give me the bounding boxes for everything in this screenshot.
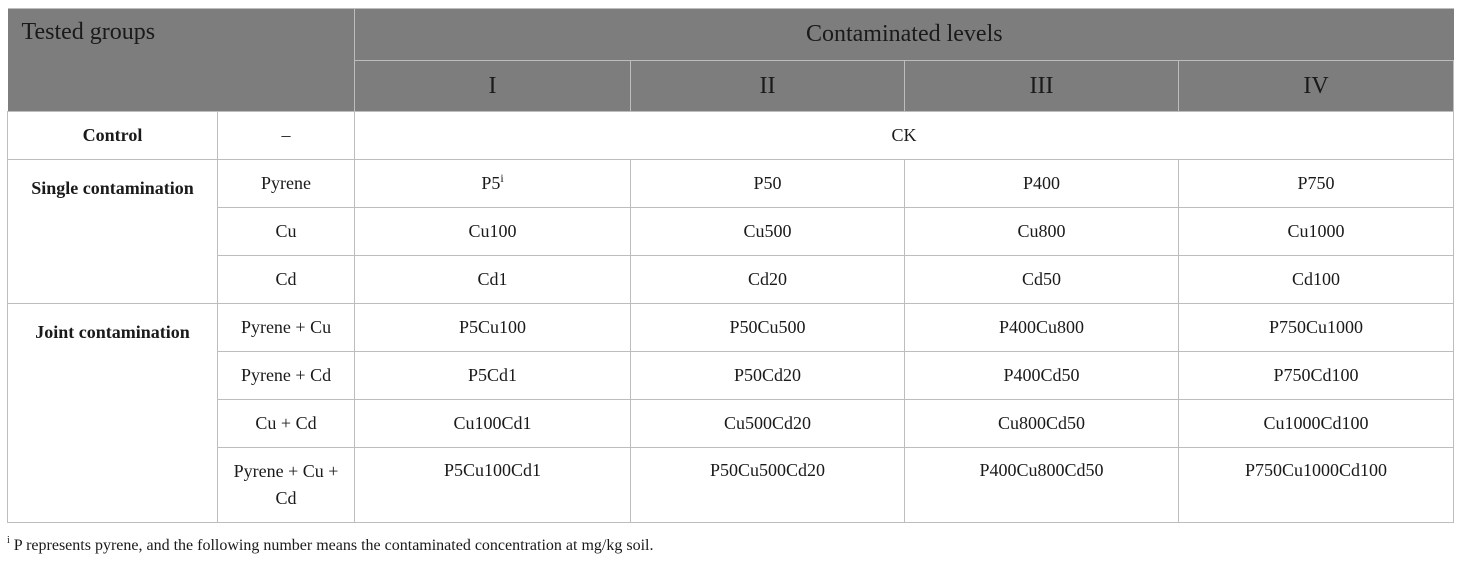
value-cell: P5i — [354, 159, 632, 208]
value-cell: Cu500 — [630, 207, 906, 256]
value-cell: P400 — [904, 159, 1180, 208]
subgroup-cell: Pyrene — [216, 159, 356, 208]
contamination-groups-table: Tested groups Contaminated levels I II I… — [7, 8, 1455, 523]
subgroup-cell: Cd — [216, 255, 356, 304]
value-cell: P400Cd50 — [904, 351, 1180, 400]
value-cell: Cu100 — [354, 207, 632, 256]
value-cell: P50 — [630, 159, 906, 208]
value-cell: P750Cu1000 — [1178, 303, 1455, 352]
header-level-3: III — [904, 60, 1180, 112]
table-row: Control – CK — [7, 111, 1455, 160]
value-cell: Cu500Cd20 — [630, 399, 906, 448]
group-single: Single contamination — [7, 159, 218, 304]
footnote-mark: i — [500, 171, 504, 185]
value-cell: P50Cu500 — [630, 303, 906, 352]
value-cell: P750Cd100 — [1178, 351, 1455, 400]
value-cell: P750 — [1178, 159, 1455, 208]
value-text: P5 — [481, 173, 501, 193]
value-cell: Cu1000 — [1178, 207, 1455, 256]
value-cell: P750Cu1000Cd100 — [1178, 447, 1455, 523]
header-level-2: II — [630, 60, 906, 112]
header-tested-groups: Tested groups — [7, 8, 356, 112]
value-cell: P50Cu500Cd20 — [630, 447, 906, 523]
table-row: Joint contamination Pyrene + Cu P5Cu100 … — [7, 303, 1455, 523]
table-row: Cu + Cd Cu100Cd1 Cu500Cd20 Cu800Cd50 Cu1… — [8, 399, 1455, 448]
subgroup-cell: Cu + Cd — [216, 399, 356, 448]
value-cell: Cu100Cd1 — [354, 399, 632, 448]
subgroup-cell: Pyrene + Cd — [216, 351, 356, 400]
value-cell: P400Cu800Cd50 — [904, 447, 1180, 523]
value-cell: Cu800 — [904, 207, 1180, 256]
table-row: Cu Cu100 Cu500 Cu800 Cu1000 — [8, 207, 1455, 256]
value-cell: P50Cd20 — [630, 351, 906, 400]
header-level-4: IV — [1178, 60, 1455, 112]
table-row: Cd Cd1 Cd20 Cd50 Cd100 — [8, 255, 1455, 304]
table-row: Pyrene + Cu + Cd P5Cu100Cd1 P50Cu500Cd20… — [8, 447, 1455, 523]
value-cell: CK — [354, 111, 1455, 160]
subgroup-cell: Pyrene + Cu — [216, 303, 356, 352]
value-cell: P5Cd1 — [354, 351, 632, 400]
value-cell: Cd1 — [354, 255, 632, 304]
group-control: Control — [7, 111, 218, 160]
value-cell: P400Cu800 — [904, 303, 1180, 352]
value-cell: P5Cu100Cd1 — [354, 447, 632, 523]
footnote-mark: i — [7, 535, 10, 546]
value-cell: Cu800Cd50 — [904, 399, 1180, 448]
subgroup-cell: – — [216, 111, 356, 160]
subgroup-cell: Cu — [216, 207, 356, 256]
group-joint: Joint contamination — [7, 303, 218, 523]
value-cell: P5Cu100 — [354, 303, 632, 352]
subgroup-cell: Pyrene + Cu + Cd — [216, 447, 356, 523]
header-level-1: I — [354, 60, 632, 112]
value-cell: Cd100 — [1178, 255, 1455, 304]
footnote-text: P represents pyrene, and the following n… — [13, 537, 654, 554]
value-cell: Cd20 — [630, 255, 906, 304]
header-contaminated-levels: Contaminated levels — [354, 8, 1454, 61]
value-cell: Cu1000Cd100 — [1178, 399, 1455, 448]
table-row: Pyrene + Cd P5Cd1 P50Cd20 P400Cd50 P750C… — [8, 351, 1455, 400]
value-cell: Cd50 — [904, 255, 1180, 304]
table-row: Single contamination Pyrene P5i P50 P400… — [7, 159, 1455, 304]
